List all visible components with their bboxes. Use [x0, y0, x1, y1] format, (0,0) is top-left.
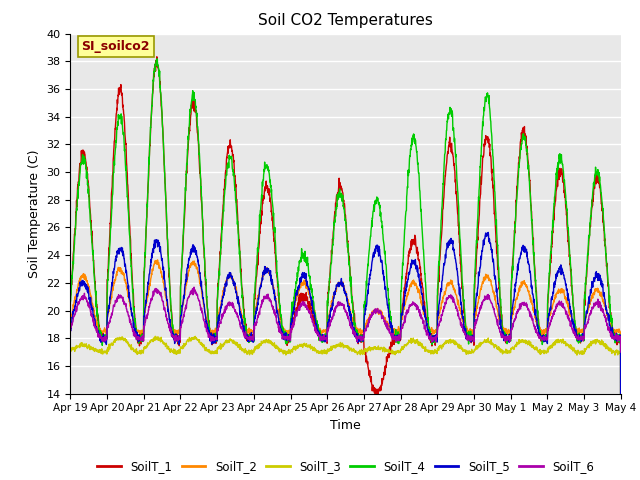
SoilT_3	[362, 348, 369, 354]
SoilT_2	[506, 329, 513, 335]
Title: Soil CO2 Temperatures: Soil CO2 Temperatures	[258, 13, 433, 28]
SoilT_4	[362, 293, 369, 299]
SoilT_5	[220, 290, 228, 296]
Legend: SoilT_1, SoilT_2, SoilT_3, SoilT_4, SoilT_5, SoilT_6: SoilT_1, SoilT_2, SoilT_3, SoilT_4, Soil…	[93, 456, 598, 478]
SoilT_4	[584, 251, 591, 256]
SoilT_3	[67, 347, 74, 353]
SoilT_1	[153, 54, 161, 60]
SoilT_5	[506, 332, 513, 337]
Text: SI_soilco2: SI_soilco2	[81, 40, 150, 53]
SoilT_6	[568, 326, 576, 332]
SoilT_1	[374, 394, 381, 399]
SoilT_2	[568, 317, 576, 323]
SoilT_5	[484, 229, 492, 235]
Line: SoilT_2: SoilT_2	[70, 260, 621, 345]
SoilT_1	[584, 258, 591, 264]
SoilT_1	[506, 338, 513, 344]
SoilT_5	[67, 325, 74, 331]
SoilT_2	[617, 342, 625, 348]
SoilT_2	[154, 257, 161, 263]
SoilT_2	[67, 318, 74, 324]
SoilT_1	[568, 292, 576, 298]
SoilT_1	[220, 186, 228, 192]
SoilT_3	[568, 347, 576, 352]
SoilT_5	[374, 245, 381, 251]
SoilT_2	[220, 284, 228, 290]
Line: SoilT_5: SoilT_5	[70, 232, 621, 480]
SoilT_6	[190, 284, 198, 290]
SoilT_4	[568, 289, 576, 295]
Line: SoilT_4: SoilT_4	[70, 59, 621, 480]
SoilT_6	[220, 310, 228, 316]
SoilT_2	[362, 321, 369, 327]
Line: SoilT_1: SoilT_1	[70, 57, 621, 480]
SoilT_1	[67, 292, 74, 298]
SoilT_5	[568, 318, 576, 324]
SoilT_3	[506, 350, 513, 356]
SoilT_1	[362, 349, 369, 355]
SoilT_3	[220, 340, 228, 346]
SoilT_5	[362, 305, 369, 311]
SoilT_2	[374, 309, 381, 315]
SoilT_3	[374, 346, 381, 352]
SoilT_3	[584, 344, 591, 349]
SoilT_6	[617, 349, 625, 355]
SoilT_6	[584, 319, 591, 325]
Line: SoilT_6: SoilT_6	[70, 287, 621, 352]
SoilT_6	[506, 335, 513, 340]
SoilT_6	[362, 326, 369, 332]
Y-axis label: Soil Temperature (C): Soil Temperature (C)	[28, 149, 41, 278]
SoilT_4	[67, 299, 74, 305]
SoilT_6	[374, 306, 381, 312]
SoilT_6	[67, 329, 74, 335]
SoilT_3	[617, 356, 625, 362]
X-axis label: Time: Time	[330, 419, 361, 432]
SoilT_4	[374, 196, 381, 202]
Line: SoilT_3: SoilT_3	[70, 336, 621, 359]
SoilT_2	[584, 309, 591, 315]
SoilT_4	[220, 195, 228, 201]
SoilT_4	[506, 336, 513, 341]
SoilT_4	[153, 56, 161, 61]
SoilT_5	[584, 305, 591, 311]
SoilT_3	[152, 334, 159, 339]
